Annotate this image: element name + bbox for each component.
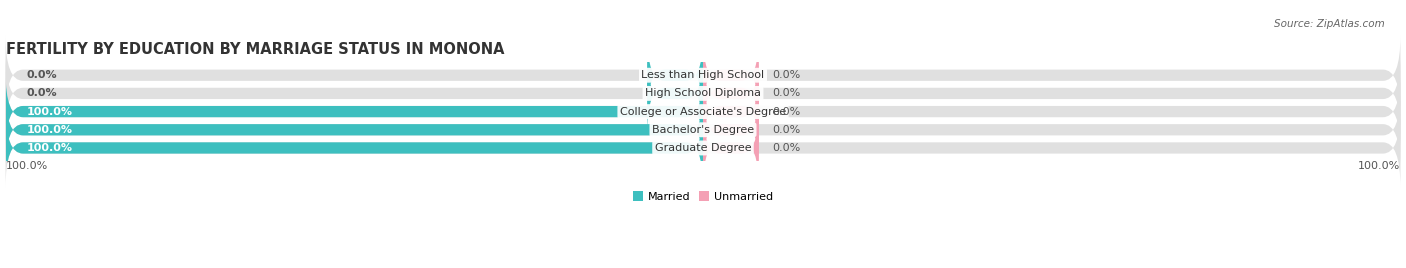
FancyBboxPatch shape (703, 108, 759, 188)
FancyBboxPatch shape (6, 108, 1400, 188)
FancyBboxPatch shape (6, 90, 1400, 170)
Text: 100.0%: 100.0% (1358, 161, 1400, 171)
FancyBboxPatch shape (703, 90, 759, 170)
FancyBboxPatch shape (6, 90, 703, 170)
Text: College or Associate's Degree: College or Associate's Degree (620, 107, 786, 117)
Text: FERTILITY BY EDUCATION BY MARRIAGE STATUS IN MONONA: FERTILITY BY EDUCATION BY MARRIAGE STATU… (6, 42, 505, 57)
Text: 0.0%: 0.0% (773, 143, 801, 153)
Text: 0.0%: 0.0% (27, 70, 58, 80)
FancyBboxPatch shape (6, 35, 1400, 115)
Text: 0.0%: 0.0% (27, 88, 58, 98)
FancyBboxPatch shape (703, 54, 759, 133)
Text: 0.0%: 0.0% (773, 125, 801, 135)
Text: 0.0%: 0.0% (773, 88, 801, 98)
FancyBboxPatch shape (6, 72, 1400, 151)
Text: 0.0%: 0.0% (773, 107, 801, 117)
FancyBboxPatch shape (703, 72, 759, 151)
Text: 100.0%: 100.0% (27, 143, 73, 153)
FancyBboxPatch shape (6, 54, 1400, 133)
FancyBboxPatch shape (703, 35, 759, 115)
Text: Source: ZipAtlas.com: Source: ZipAtlas.com (1274, 19, 1385, 29)
FancyBboxPatch shape (6, 108, 703, 188)
Text: High School Diploma: High School Diploma (645, 88, 761, 98)
FancyBboxPatch shape (647, 35, 703, 115)
FancyBboxPatch shape (6, 72, 703, 151)
Text: 100.0%: 100.0% (27, 125, 73, 135)
Text: 0.0%: 0.0% (773, 70, 801, 80)
Text: Less than High School: Less than High School (641, 70, 765, 80)
Text: Bachelor's Degree: Bachelor's Degree (652, 125, 754, 135)
Text: 100.0%: 100.0% (27, 107, 73, 117)
Text: 100.0%: 100.0% (6, 161, 48, 171)
Text: Graduate Degree: Graduate Degree (655, 143, 751, 153)
Legend: Married, Unmarried: Married, Unmarried (628, 187, 778, 206)
FancyBboxPatch shape (647, 54, 703, 133)
